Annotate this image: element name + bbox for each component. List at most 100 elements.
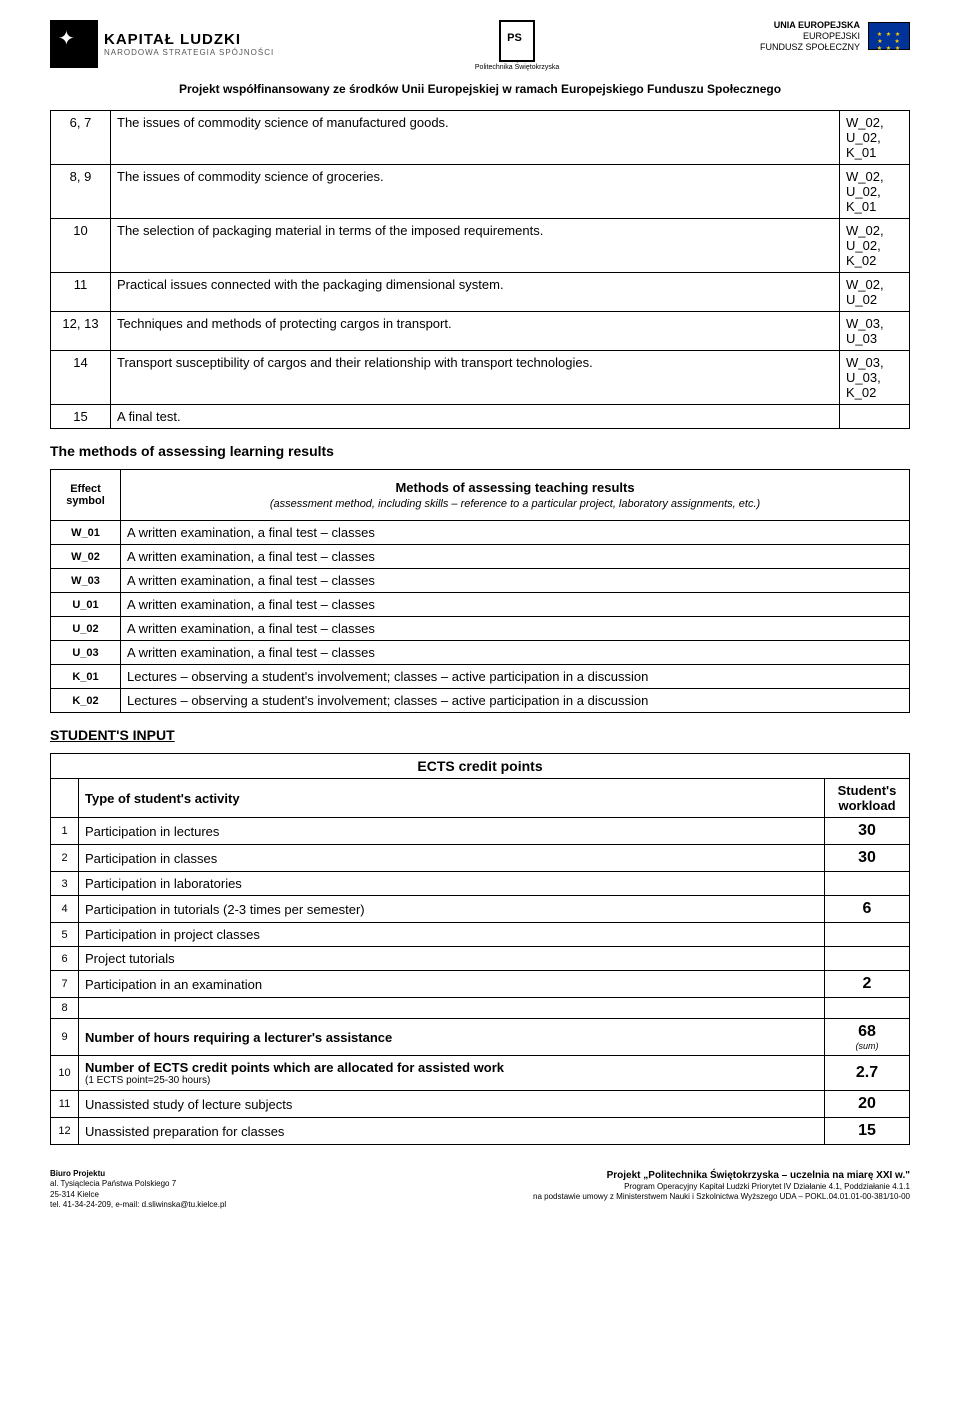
ects-row-txt: Unassisted preparation for classes: [79, 1118, 825, 1145]
table-row: 8, 9The issues of commodity science of g…: [51, 165, 910, 219]
outcome-codes: W_02, U_02, K_02: [840, 219, 910, 273]
ects-workload-label: Student's workload: [825, 779, 910, 818]
outcome-desc: The issues of commodity science of groce…: [111, 165, 840, 219]
table-row: U_01A written examination, a final test …: [51, 593, 910, 617]
ects-row-txt: Participation in tutorials (2-3 times pe…: [79, 896, 825, 923]
outcome-codes: [840, 405, 910, 429]
eu-line3: FUNDUSZ SPOŁECZNY: [760, 42, 860, 53]
ects-blank-head: [51, 779, 79, 818]
kl-icon: [50, 20, 98, 68]
table-row: 1Participation in lectures30: [51, 818, 910, 845]
ects-row-txt: Participation in an examination: [79, 971, 825, 998]
ects-row-val: 20: [825, 1091, 910, 1118]
ects-row-no: 2: [51, 845, 79, 872]
method-symbol: W_01: [51, 521, 121, 545]
method-text: Lectures – observing a student's involve…: [121, 665, 910, 689]
ects-row-val: 2.7: [825, 1056, 910, 1091]
outcome-desc: A final test.: [111, 405, 840, 429]
table-row: 4Participation in tutorials (2-3 times p…: [51, 896, 910, 923]
ects-row-val: 68(sum): [825, 1019, 910, 1056]
ects-row-no: 12: [51, 1118, 79, 1145]
table-row: 6, 7The issues of commodity science of m…: [51, 111, 910, 165]
methods-heading: The methods of assessing learning result…: [50, 443, 910, 459]
ects-row-val: [825, 947, 910, 971]
project-cofinance-line: Projekt współfinansowany ze środków Unii…: [50, 82, 910, 96]
outcome-desc: The issues of commodity science of manuf…: [111, 111, 840, 165]
table-row: K_02Lectures – observing a student's inv…: [51, 689, 910, 713]
ects-row-txt: Participation in lectures: [79, 818, 825, 845]
methods-head-left: Effect symbol: [51, 470, 121, 521]
outcome-no: 14: [51, 351, 111, 405]
method-text: A written examination, a final test – cl…: [121, 617, 910, 641]
table-row: 11Practical issues connected with the pa…: [51, 273, 910, 312]
table-row: 12, 13Techniques and methods of protecti…: [51, 312, 910, 351]
outcome-codes: W_03, U_03, K_02: [840, 351, 910, 405]
outcome-desc: The selection of packaging material in t…: [111, 219, 840, 273]
footer-right-title: Projekt „Politechnika Świętokrzyska – uc…: [533, 1169, 910, 1182]
method-text: A written examination, a final test – cl…: [121, 641, 910, 665]
ects-row-no: 3: [51, 872, 79, 896]
table-row: U_03A written examination, a final test …: [51, 641, 910, 665]
table-row: 10The selection of packaging material in…: [51, 219, 910, 273]
outcome-no: 10: [51, 219, 111, 273]
kl-title: KAPITAŁ LUDZKI: [104, 31, 274, 48]
ects-row-no: 11: [51, 1091, 79, 1118]
method-text: A written examination, a final test – cl…: [121, 593, 910, 617]
outcome-codes: W_02, U_02, K_01: [840, 165, 910, 219]
ects-row-txt: Number of ECTS credit points which are a…: [79, 1056, 825, 1091]
outcome-desc: Transport susceptibility of cargos and t…: [111, 351, 840, 405]
method-symbol: U_03: [51, 641, 121, 665]
table-row: 6Project tutorials: [51, 947, 910, 971]
method-text: Lectures – observing a student's involve…: [121, 689, 910, 713]
method-symbol: U_01: [51, 593, 121, 617]
footer-right: Projekt „Politechnika Świętokrzyska – uc…: [533, 1169, 910, 1211]
ects-row-no: 1: [51, 818, 79, 845]
outcome-codes: W_02, U_02: [840, 273, 910, 312]
ects-row-no: 8: [51, 998, 79, 1019]
table-row: 5Participation in project classes: [51, 923, 910, 947]
ects-row-txt: [79, 998, 825, 1019]
table-row: 7Participation in an examination2: [51, 971, 910, 998]
footer-left-l1: al. Tysiąclecia Państwa Polskiego 7: [50, 1179, 226, 1189]
outcome-desc: Techniques and methods of protecting car…: [111, 312, 840, 351]
method-symbol: U_02: [51, 617, 121, 641]
methods-head-right: Methods of assessing teaching results (a…: [121, 470, 910, 521]
ects-row-txt: Participation in laboratories: [79, 872, 825, 896]
table-row: 2Participation in classes30: [51, 845, 910, 872]
ects-row-val: 6: [825, 896, 910, 923]
ects-row-no: 4: [51, 896, 79, 923]
ects-row-no: 6: [51, 947, 79, 971]
footer-right-l2: na podstawie umowy z Ministerstwem Nauki…: [533, 1192, 910, 1202]
footer-left-title: Biuro Projektu: [50, 1169, 226, 1179]
ects-row-val: 30: [825, 818, 910, 845]
footer-left-l3: tel. 41-34-24-209, e-mail: d.sliwinska@t…: [50, 1200, 226, 1210]
logo-kapital-ludzki: KAPITAŁ LUDZKI NARODOWA STRATEGIA SPÓJNO…: [50, 20, 274, 68]
method-symbol: K_02: [51, 689, 121, 713]
outcome-no: 11: [51, 273, 111, 312]
methods-head-sub: (assessment method, including skills – r…: [270, 498, 760, 510]
methods-table: Effect symbol Methods of assessing teach…: [50, 469, 910, 713]
kl-subtitle: NARODOWA STRATEGIA SPÓJNOŚCI: [104, 48, 274, 57]
method-symbol: W_02: [51, 545, 121, 569]
ects-row-no: 10: [51, 1056, 79, 1091]
ects-row-val: [825, 923, 910, 947]
ects-type-label: Type of student's activity: [79, 779, 825, 818]
eu-line2: EUROPEJSKI: [760, 31, 860, 42]
table-row: W_02A written examination, a final test …: [51, 545, 910, 569]
outcome-no: 6, 7: [51, 111, 111, 165]
outcome-no: 12, 13: [51, 312, 111, 351]
method-symbol: W_03: [51, 569, 121, 593]
ects-row-txt: Project tutorials: [79, 947, 825, 971]
ects-row-txt: Unassisted study of lecture subjects: [79, 1091, 825, 1118]
ects-row-val: [825, 998, 910, 1019]
method-text: A written examination, a final test – cl…: [121, 569, 910, 593]
ects-row-val: 30: [825, 845, 910, 872]
ects-row-val: 2: [825, 971, 910, 998]
ects-row-txt: Participation in classes: [79, 845, 825, 872]
outcome-codes: W_03, U_03: [840, 312, 910, 351]
ects-row-val: 15: [825, 1118, 910, 1145]
table-row: 15A final test.: [51, 405, 910, 429]
page: KAPITAŁ LUDZKI NARODOWA STRATEGIA SPÓJNO…: [0, 0, 960, 1241]
outcome-codes: W_02, U_02, K_01: [840, 111, 910, 165]
ects-row-no: 7: [51, 971, 79, 998]
